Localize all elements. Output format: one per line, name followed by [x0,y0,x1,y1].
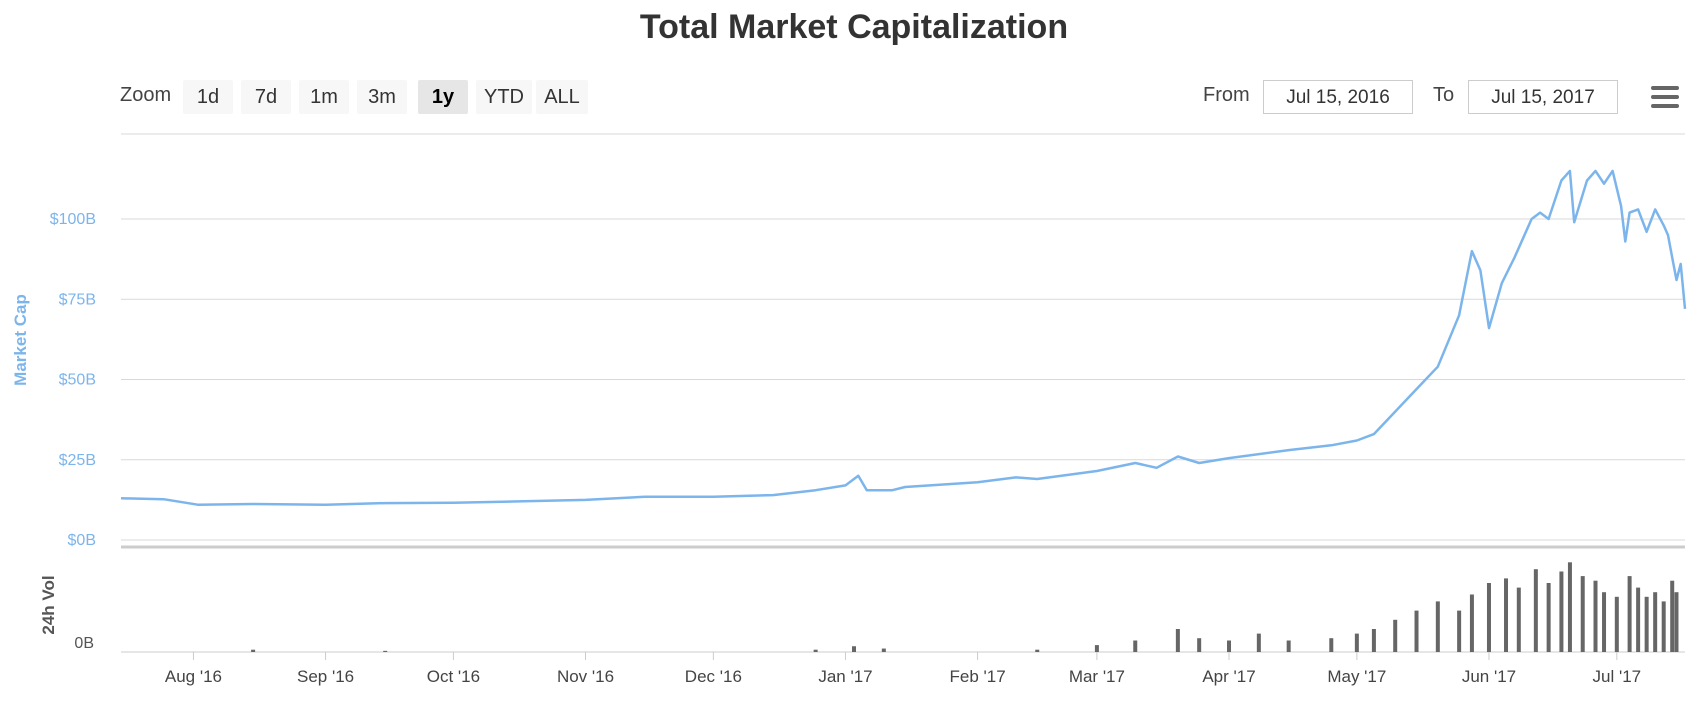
volume-bar [1457,610,1462,652]
to-date-input[interactable]: Jul 15, 2017 [1468,80,1618,114]
volume-bar [1559,571,1564,652]
x-tick-label: Dec '16 [685,667,742,686]
volume-bar [1516,587,1521,652]
x-tick-label: Mar '17 [1069,667,1125,686]
volume-bar [1593,580,1598,652]
volume-bar [1414,610,1419,652]
volume-bar [1533,569,1538,652]
volume-bar [1435,601,1440,652]
market-cap-line [120,169,1687,506]
x-tick-label: Feb '17 [949,667,1005,686]
volume-bar [1197,638,1202,652]
zoom-button-ytd[interactable]: YTD [476,80,532,114]
volume-bar [383,650,388,652]
x-tick-label: Apr '17 [1202,667,1255,686]
to-label: To [1433,84,1455,106]
volume-bar [1674,592,1679,652]
zoom-button-3m[interactable]: 3m [357,80,407,114]
volume-bar [1614,596,1619,652]
volume-bar [1670,580,1675,652]
volume-bar [1644,596,1649,652]
x-tick-label: Sep '16 [297,667,354,686]
x-tick-label: Jul '17 [1593,667,1642,686]
from-date-input[interactable]: Jul 15, 2016 [1263,80,1413,114]
volume-bar [1636,587,1641,652]
volume-bar [881,648,886,652]
y-tick-label: $0B [68,532,96,549]
volume-bar [1393,619,1398,652]
zoom-button-1m[interactable]: 1m [299,80,349,114]
hamburger-menu-icon[interactable] [1651,86,1679,110]
zoom-button-1y[interactable]: 1y [418,80,468,114]
volume-bar [1580,576,1585,652]
volume-bar [1469,594,1474,652]
from-label: From [1203,84,1250,106]
y-tick-label: $25B [59,452,96,469]
volume-bar [1256,633,1261,652]
volume-bar [1504,578,1509,652]
volume-bar [1567,562,1572,652]
volume-bar [851,646,856,652]
volume-bar [813,649,818,652]
x-tick-label: Nov '16 [557,667,614,686]
volume-tick-label: 0B [74,635,94,652]
volume-bar [1653,592,1658,652]
volume-bar [1094,645,1099,652]
x-tick-label: May '17 [1327,667,1386,686]
volume-bar [1627,576,1632,652]
volume-axis-title: 24h Vol [39,575,58,634]
volume-bar [1175,629,1180,652]
volume-bar [251,649,256,652]
volume-bar [1486,583,1491,652]
volume-bar [1035,649,1040,652]
x-tick-label: Jun '17 [1462,667,1516,686]
volume-bar [1602,592,1607,652]
volume-bar [1329,638,1334,652]
volume-bar [1354,633,1359,652]
volume-bar [1227,640,1232,652]
volume-bar [1546,583,1551,652]
volume-bar [1661,601,1666,652]
volume-bar [1133,640,1138,652]
zoom-label: Zoom [120,84,172,106]
y-axis-title: Market Cap [11,294,30,386]
volume-bar [1371,629,1376,652]
zoom-button-all[interactable]: ALL [536,80,588,114]
chart-title: Total Market Capitalization [639,8,1069,46]
x-tick-label: Jan '17 [818,667,872,686]
volume-bar [1286,640,1291,652]
y-tick-label: $100B [50,211,96,228]
zoom-button-7d[interactable]: 7d [241,80,291,114]
x-tick-label: Aug '16 [165,667,222,686]
y-tick-label: $75B [59,291,96,308]
zoom-button-1d[interactable]: 1d [183,80,233,114]
y-tick-label: $50B [59,372,96,389]
x-tick-label: Oct '16 [427,667,480,686]
